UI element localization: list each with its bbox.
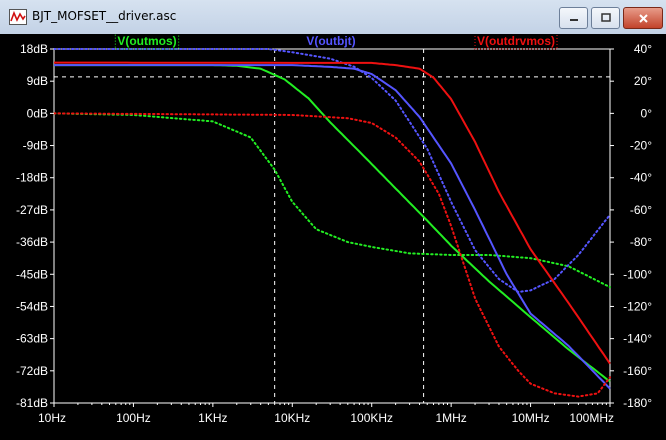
plot-frame [53, 48, 611, 404]
legend-outdrvmos[interactable]: V(outdrvmos) [477, 34, 555, 48]
y-right-tick-label: -80° [630, 235, 652, 249]
phase-trace-2 [53, 48, 611, 294]
legend-outmos[interactable]: V(outmos) [117, 34, 176, 48]
y-right-tick-label: -180° [623, 396, 652, 410]
y-left-tick-label: -45dB [16, 267, 48, 281]
y-left-tick-label: -9dB [23, 139, 48, 153]
minimize-button[interactable] [559, 7, 588, 29]
y-left-tick-label: -72dB [16, 364, 48, 378]
y-right-tick-label: 40° [634, 42, 652, 56]
y-left-tick-label: 18dB [20, 42, 48, 56]
y-left-tick-label: -54dB [16, 299, 48, 313]
magnitude-trace-2 [54, 64, 611, 390]
title-bar[interactable]: BJT_MOFSET__driver.asc [0, 0, 666, 34]
maximize-icon [600, 13, 611, 22]
y-left-tick-label: -18dB [16, 171, 48, 185]
y-left-tick-label: -63dB [16, 332, 48, 346]
y-left-tick-label: -81dB [16, 396, 48, 410]
x-tick-label: 100KHz [350, 411, 393, 425]
legend-outmos-box [114, 34, 180, 50]
y-right-tick-label: -140° [623, 332, 652, 346]
x-tick-label: 1KHz [198, 411, 227, 425]
x-tick-label: 100Hz [116, 411, 151, 425]
x-tick-label: 100MHz [569, 411, 614, 425]
y-left-tick-label: -27dB [16, 203, 48, 217]
x-tick-label: 10MHz [512, 411, 550, 425]
close-button[interactable] [623, 7, 663, 29]
legend-outbjt[interactable]: V(outbjt) [306, 34, 355, 48]
phase-trace-1 [53, 112, 611, 289]
y-right-tick-label: -20° [630, 139, 652, 153]
phase-trace-3 [53, 112, 611, 398]
x-tick-label: 1MHz [435, 411, 466, 425]
y-right-tick-label: -60° [630, 203, 652, 217]
minimize-icon [569, 19, 578, 21]
y-left-tick-label: 0dB [27, 106, 48, 120]
x-tick-label: 10KHz [274, 411, 310, 425]
bode-plot[interactable]: 10Hz 100Hz 1KHz 10KHz 100KHz 1MHz 10MHz 100MHz 1… [0, 34, 666, 440]
maximize-button[interactable] [591, 7, 620, 29]
y-right-tick-label: -120° [623, 299, 652, 313]
plot-pane[interactable]: 10Hz 100Hz 1KHz 10KHz 100KHz 1MHz 10MHz 100MHz 1… [0, 34, 666, 440]
y-right-tick-label: -160° [623, 364, 652, 378]
waveform-icon [9, 9, 27, 25]
window-title: BJT_MOFSET__driver.asc [32, 9, 177, 23]
magnitude-trace-1 [54, 64, 611, 383]
y-right-tick-label: -40° [630, 171, 652, 185]
y-right-tick-label: 0° [641, 106, 653, 120]
magnitude-trace-3 [54, 61, 611, 365]
close-icon [638, 13, 648, 23]
y-right-tick-label: 20° [634, 74, 652, 88]
x-tick-label: 10Hz [38, 411, 66, 425]
y-right-tick-label: -100° [623, 267, 652, 281]
y-left-tick-label: -36dB [16, 235, 48, 249]
legend-outdrvmos-box [474, 34, 558, 50]
y-left-tick-label: 9dB [27, 74, 48, 88]
